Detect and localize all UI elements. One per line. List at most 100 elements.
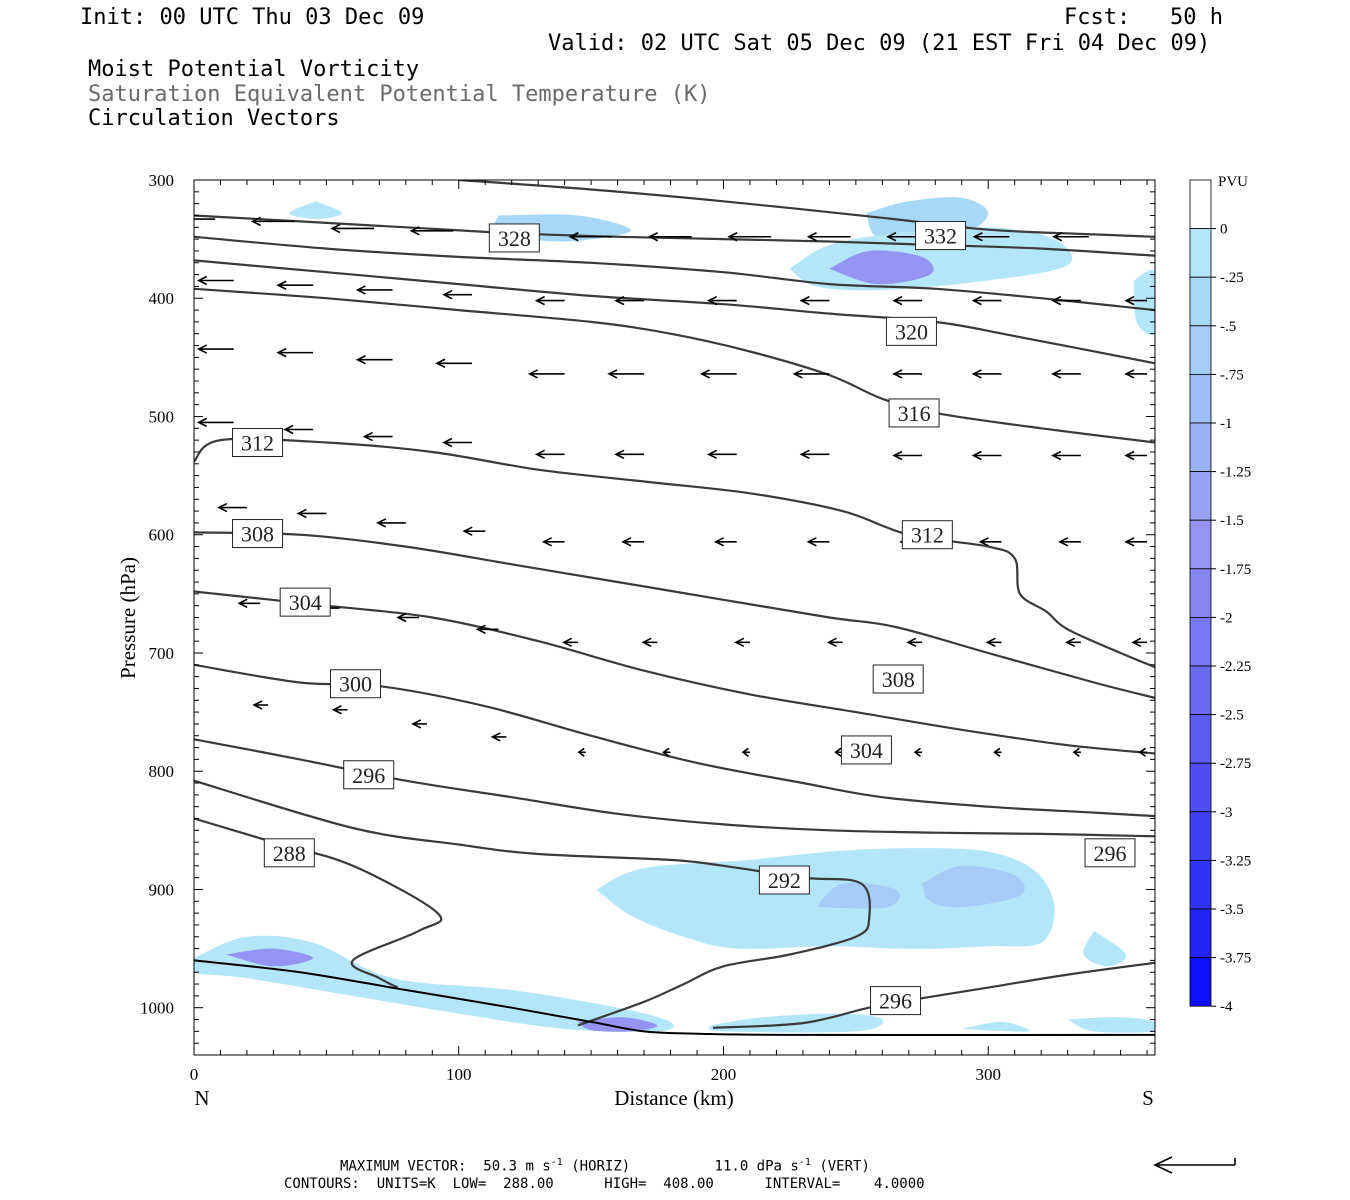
circulation-vector-19 <box>799 295 830 306</box>
circulation-vector-38 <box>362 431 393 442</box>
circulation-vector-70 <box>1065 637 1081 648</box>
colorbar-label-13: -3.25 <box>1220 853 1251 869</box>
vector-head <box>534 295 545 306</box>
colorbar-label-14: -3.5 <box>1220 902 1244 918</box>
circulation-vector-57 <box>978 537 1002 547</box>
circulation-vector-32 <box>892 369 923 379</box>
vector-head <box>1124 295 1135 306</box>
circulation-vector-13 <box>276 280 314 290</box>
contour-label-304-9: 304 <box>840 735 892 765</box>
circulation-vector-37 <box>283 424 314 435</box>
colorbar-label-5: -1.25 <box>1220 465 1251 481</box>
contour-label-text: 292 <box>768 868 801 893</box>
circulation-vector-63 <box>475 624 499 635</box>
vector-head <box>1124 369 1135 379</box>
contour-label-box <box>885 316 937 346</box>
contour-label-312-5: 312 <box>901 520 953 550</box>
contour-label-296-11: 296 <box>343 760 395 790</box>
vector-head <box>792 369 803 379</box>
vector-head <box>662 747 670 757</box>
vector-head <box>1052 232 1063 242</box>
colorbar-bin-11 <box>1189 714 1212 764</box>
colorbar-bin-1 <box>1189 228 1212 278</box>
vector-head <box>173 215 181 223</box>
x-end-label-south: S <box>1142 1086 1154 1110</box>
x-tick-label-200: 200 <box>711 1065 737 1084</box>
vector-head <box>296 508 307 519</box>
vector-head <box>409 226 420 236</box>
contour-label-box <box>329 669 381 699</box>
colorbar-label-6: -1.5 <box>1220 513 1244 529</box>
circulation-vector-15 <box>442 289 472 300</box>
contour-label-text: 328 <box>498 226 531 251</box>
y-tick-label-900: 900 <box>149 880 175 899</box>
vector-head <box>706 449 718 460</box>
vector-head <box>799 449 810 460</box>
vector-head <box>1138 747 1146 757</box>
vector-head <box>217 502 228 513</box>
vector-head <box>1124 450 1135 461</box>
colorbar-label-2: -.5 <box>1220 319 1236 335</box>
vector-head <box>614 449 625 460</box>
theta-contour-308-6 <box>194 531 1155 699</box>
forecast-hour-label: Fcst: 50 h <box>1064 5 1223 30</box>
vector-head <box>741 747 749 757</box>
vector-head <box>355 355 366 365</box>
circulation-vector-6 <box>647 232 692 242</box>
vector-head <box>1065 637 1076 648</box>
circulation-vector-60 <box>237 598 261 609</box>
circulation-vector-73 <box>331 705 348 715</box>
pv-region-10 <box>194 935 674 1032</box>
circulation-vector-30 <box>699 369 737 379</box>
circulation-vector-76 <box>577 747 586 757</box>
colorbar-label-4: -1 <box>1220 416 1233 432</box>
vector-head <box>641 637 652 648</box>
contour-label-288-15: 288 <box>263 838 315 868</box>
valid-time-label: Valid: 02 UTC Sat 05 Dec 09 (21 EST Fri … <box>548 31 1211 56</box>
contour-label-box <box>343 760 395 790</box>
vector-head <box>734 637 745 648</box>
vector-head <box>1051 369 1062 379</box>
vector-head <box>892 369 903 379</box>
pv-region-14 <box>961 1021 1030 1032</box>
vector-head <box>913 747 921 757</box>
circulation-vector-54 <box>713 537 737 547</box>
vector-head <box>886 232 897 242</box>
vector-head <box>1131 637 1142 648</box>
vector-head <box>442 437 453 448</box>
plot-area: 328 332 320 316 312 312 308 308 304 304 300 296 296 2… <box>173 180 1155 1036</box>
vector-head <box>971 369 982 379</box>
vector-head <box>250 216 261 227</box>
circulation-vector-14 <box>355 285 393 295</box>
circulation-vector-40 <box>534 449 565 460</box>
contour-label-text: 320 <box>895 319 928 344</box>
field-title-theta-es: Saturation Equivalent Potential Temperat… <box>88 82 711 107</box>
pv-region-11 <box>225 948 314 967</box>
y-tick-label-800: 800 <box>149 762 175 781</box>
circulation-vector-17 <box>614 295 645 306</box>
colorbar-label-12: -3 <box>1220 805 1233 821</box>
vector-head <box>376 518 387 528</box>
vector-head <box>1058 537 1069 547</box>
colorbar-bin-7 <box>1189 519 1212 570</box>
vector-head <box>607 369 618 379</box>
vector-head <box>1072 747 1080 757</box>
contour-label-296-12: 296 <box>1084 838 1136 868</box>
colorbar-bin-12 <box>1189 762 1212 813</box>
circulation-vector-78 <box>741 747 750 757</box>
colorbar-bin-5 <box>1189 422 1212 472</box>
colorbar-bin-4 <box>1189 373 1212 424</box>
theta-contour-304-5 <box>194 590 1155 755</box>
colorbar-label-7: -1.75 <box>1220 562 1251 578</box>
circulation-vector-75 <box>490 732 507 742</box>
vector-head <box>993 747 1001 757</box>
contour-label-text: 316 <box>898 401 931 426</box>
x-axis-label: Distance (km) <box>614 1086 734 1110</box>
contour-label-text: 308 <box>241 522 274 547</box>
vector-head <box>237 598 248 609</box>
vector-head <box>562 637 573 648</box>
contour-label-box <box>232 519 284 549</box>
circulation-vector-46 <box>1051 450 1081 461</box>
contour-label-box <box>1084 838 1136 868</box>
colorbar-label-16: -4 <box>1220 999 1233 1015</box>
